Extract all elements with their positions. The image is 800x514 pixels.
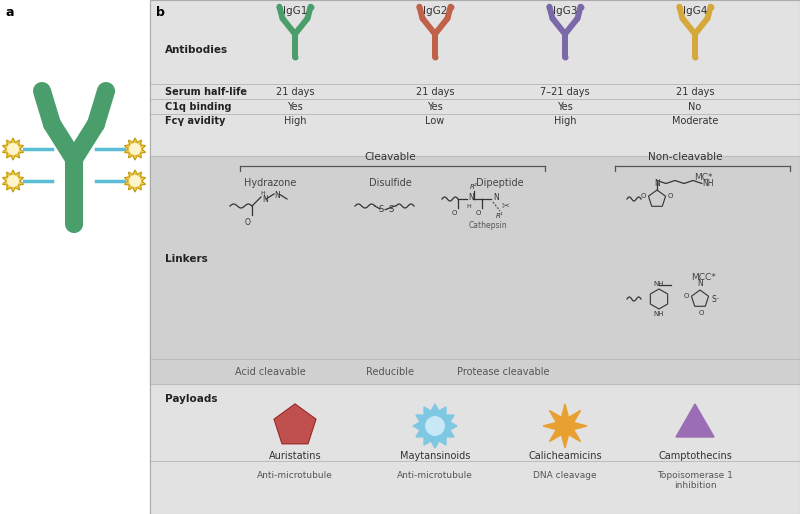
- Bar: [150, 156, 800, 384]
- Text: S: S: [388, 205, 394, 213]
- Text: NH: NH: [702, 179, 714, 189]
- Text: H: H: [466, 204, 471, 209]
- Text: 21 days: 21 days: [276, 87, 314, 97]
- Text: Fcγ avidity: Fcγ avidity: [165, 116, 226, 126]
- Polygon shape: [274, 404, 316, 444]
- Text: 21 days: 21 days: [416, 87, 454, 97]
- Text: O: O: [641, 193, 646, 199]
- Text: Acid cleavable: Acid cleavable: [234, 367, 306, 377]
- Text: Reducible: Reducible: [366, 367, 414, 377]
- Text: O: O: [698, 310, 704, 316]
- Text: Anti-microtubule: Anti-microtubule: [397, 471, 473, 480]
- Text: N: N: [262, 194, 268, 204]
- Text: S⁻: S⁻: [711, 295, 720, 303]
- Polygon shape: [676, 404, 714, 437]
- Text: N: N: [468, 193, 474, 203]
- Text: N: N: [274, 191, 280, 199]
- Text: Topoisomerase 1
inhibition: Topoisomerase 1 inhibition: [657, 471, 733, 490]
- Circle shape: [130, 144, 140, 154]
- Text: N: N: [654, 179, 660, 188]
- Text: Linkers: Linkers: [165, 254, 208, 264]
- Text: Yes: Yes: [427, 102, 443, 112]
- Text: High: High: [554, 116, 576, 126]
- Text: Calicheamicins: Calicheamicins: [528, 451, 602, 461]
- Text: O: O: [668, 193, 674, 199]
- Text: N: N: [493, 193, 498, 203]
- Text: H: H: [260, 191, 265, 196]
- Polygon shape: [2, 170, 23, 192]
- Text: S: S: [378, 205, 384, 213]
- Text: Protease cleavable: Protease cleavable: [457, 367, 550, 377]
- Text: C1q binding: C1q binding: [165, 102, 231, 112]
- Text: Moderate: Moderate: [672, 116, 718, 126]
- Text: IgG1: IgG1: [283, 6, 307, 16]
- Polygon shape: [125, 138, 146, 160]
- Polygon shape: [543, 404, 587, 448]
- Text: Low: Low: [426, 116, 445, 126]
- Text: MCC*: MCC*: [690, 273, 715, 282]
- Text: Cathepsin: Cathepsin: [469, 221, 507, 230]
- Text: O: O: [451, 210, 457, 216]
- Circle shape: [8, 144, 18, 154]
- Text: O: O: [245, 218, 251, 227]
- Text: No: No: [688, 102, 702, 112]
- Text: Auristatins: Auristatins: [269, 451, 322, 461]
- Polygon shape: [413, 404, 457, 448]
- Text: Maytansinoids: Maytansinoids: [400, 451, 470, 461]
- Text: High: High: [284, 116, 306, 126]
- Circle shape: [426, 417, 444, 435]
- Text: R¹: R¹: [496, 213, 504, 219]
- Circle shape: [8, 176, 18, 186]
- Text: Dipeptide: Dipeptide: [476, 178, 524, 188]
- Polygon shape: [2, 138, 23, 160]
- Text: Cleavable: Cleavable: [364, 152, 416, 162]
- Text: ✂: ✂: [502, 200, 510, 210]
- Text: Payloads: Payloads: [165, 394, 218, 404]
- Text: O: O: [475, 210, 481, 216]
- Text: Yes: Yes: [287, 102, 303, 112]
- Text: MC*: MC*: [694, 173, 712, 182]
- Text: NH: NH: [654, 281, 664, 287]
- Text: DNA cleavage: DNA cleavage: [533, 471, 597, 480]
- Text: IgG2: IgG2: [423, 6, 447, 16]
- Text: Non-cleavable: Non-cleavable: [648, 152, 722, 162]
- Text: NH: NH: [654, 311, 664, 317]
- Text: Serum half-life: Serum half-life: [165, 87, 247, 97]
- Bar: [150, 0, 800, 514]
- Text: O: O: [684, 293, 689, 299]
- Text: N: N: [697, 279, 703, 288]
- Text: 7–21 days: 7–21 days: [540, 87, 590, 97]
- Text: Yes: Yes: [557, 102, 573, 112]
- Text: Hydrazone: Hydrazone: [244, 178, 296, 188]
- Bar: [150, 0, 800, 514]
- Text: IgG3: IgG3: [553, 6, 577, 16]
- Text: Camptothecins: Camptothecins: [658, 451, 732, 461]
- Polygon shape: [125, 170, 146, 192]
- Text: IgG4: IgG4: [683, 6, 707, 16]
- Text: R²: R²: [470, 184, 478, 190]
- Text: a: a: [6, 6, 14, 19]
- Text: b: b: [156, 6, 165, 19]
- Text: Anti-microtubule: Anti-microtubule: [257, 471, 333, 480]
- Text: Antibodies: Antibodies: [165, 45, 228, 55]
- Text: Disulfide: Disulfide: [369, 178, 411, 188]
- Text: 21 days: 21 days: [676, 87, 714, 97]
- Bar: [0, 0, 150, 514]
- Circle shape: [130, 176, 140, 186]
